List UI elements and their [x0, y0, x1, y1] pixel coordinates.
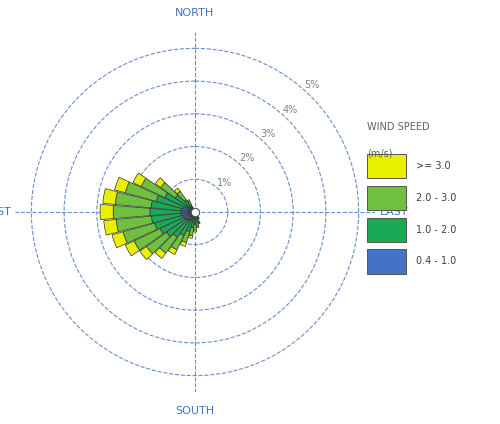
Bar — [196, 216, 198, 222]
Bar — [156, 178, 165, 187]
Bar — [100, 204, 114, 220]
Bar — [160, 234, 177, 253]
Bar — [140, 246, 152, 259]
Bar — [188, 201, 192, 206]
Bar — [104, 220, 118, 235]
Bar — [180, 241, 186, 246]
Bar — [198, 223, 200, 224]
Bar — [194, 217, 196, 224]
Bar — [194, 209, 195, 212]
Bar — [194, 230, 196, 232]
Bar — [184, 200, 192, 208]
Bar — [197, 220, 200, 223]
Bar — [367, 154, 406, 179]
Bar — [176, 195, 190, 207]
Bar — [198, 217, 199, 218]
Text: WIND SPEED: WIND SPEED — [367, 123, 430, 132]
Bar — [160, 218, 185, 234]
Bar — [123, 223, 157, 243]
Bar — [155, 248, 166, 258]
Bar — [115, 192, 152, 208]
Bar — [134, 229, 163, 250]
Bar — [113, 206, 150, 218]
Bar — [367, 249, 406, 273]
Text: (m/s): (m/s) — [367, 148, 392, 159]
Bar — [367, 218, 406, 242]
Bar — [114, 177, 129, 193]
Bar — [196, 214, 198, 217]
Bar — [184, 212, 195, 219]
Bar — [182, 212, 195, 215]
Bar — [154, 215, 183, 229]
Bar — [198, 218, 200, 219]
Bar — [186, 206, 195, 212]
Text: 2.0 - 3.0: 2.0 - 3.0 — [416, 193, 457, 203]
Bar — [182, 212, 195, 218]
Bar — [152, 213, 182, 223]
Bar — [151, 201, 182, 211]
Bar — [194, 212, 195, 218]
Bar — [195, 212, 196, 215]
Bar — [174, 188, 180, 194]
Bar — [196, 221, 198, 226]
Bar — [165, 193, 186, 207]
Bar — [193, 208, 194, 209]
Bar — [195, 212, 196, 213]
Bar — [195, 212, 196, 216]
Bar — [187, 200, 190, 202]
Bar — [190, 212, 195, 220]
Text: 1.0 - 2.0: 1.0 - 2.0 — [416, 225, 457, 235]
Bar — [188, 206, 195, 212]
Bar — [196, 213, 198, 215]
Bar — [125, 241, 140, 256]
Bar — [126, 182, 158, 201]
Bar — [186, 218, 193, 232]
Text: >= 3.0: >= 3.0 — [416, 161, 450, 171]
Bar — [156, 195, 184, 209]
Bar — [191, 218, 194, 228]
Bar — [168, 246, 177, 254]
Bar — [103, 189, 118, 204]
Bar — [367, 186, 406, 210]
Bar — [195, 212, 196, 214]
Bar — [171, 234, 184, 250]
Bar — [116, 216, 152, 232]
Bar — [189, 227, 194, 236]
Bar — [174, 220, 189, 237]
Bar — [192, 208, 195, 212]
Bar — [194, 224, 196, 230]
Bar — [196, 226, 199, 228]
Bar — [166, 219, 187, 237]
Bar — [160, 182, 178, 198]
Bar — [182, 231, 190, 243]
Bar — [188, 235, 193, 238]
Bar — [177, 191, 186, 201]
Bar — [183, 207, 195, 212]
Bar — [150, 208, 181, 216]
Bar — [146, 232, 170, 254]
Bar — [133, 173, 146, 187]
Bar — [197, 214, 198, 215]
Bar — [112, 232, 127, 248]
Bar — [141, 178, 168, 198]
Bar — [194, 212, 196, 217]
Bar — [192, 212, 195, 219]
Bar — [180, 220, 191, 236]
Bar — [182, 209, 195, 212]
Bar — [186, 212, 195, 220]
Bar — [181, 211, 195, 213]
Text: 0.4 - 1.0: 0.4 - 1.0 — [416, 257, 456, 266]
Bar — [188, 212, 195, 220]
Bar — [190, 205, 194, 210]
Bar — [196, 215, 198, 220]
